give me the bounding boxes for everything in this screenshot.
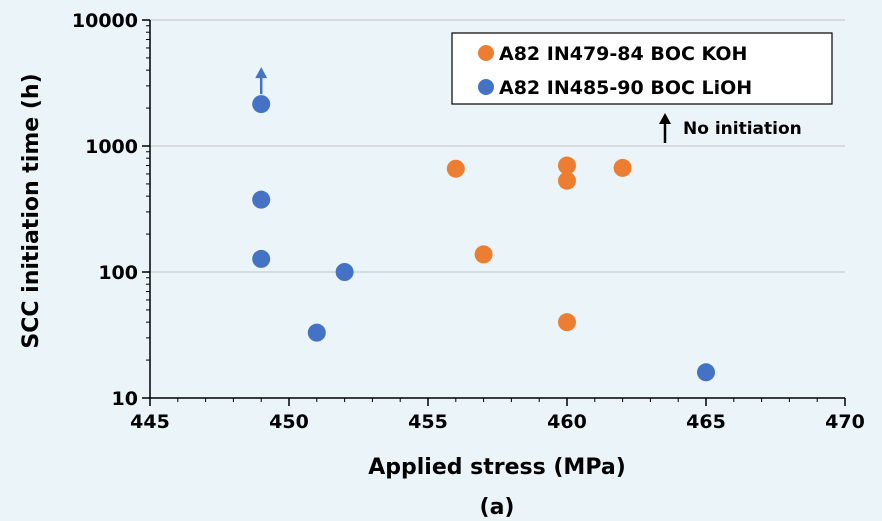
y-tick-label-3: 10000 xyxy=(72,10,138,32)
axes: 10 100 1000 10000 445 450 455 460 465 470 xyxy=(72,10,865,433)
data-point-series1-0 xyxy=(252,95,271,114)
x-tick-label-0: 445 xyxy=(130,411,170,433)
data-point-series0-0 xyxy=(446,159,465,178)
data-point-series1-4 xyxy=(335,263,354,281)
legend-label-lioh: A82 IN485-90 BOC LiOH xyxy=(499,77,752,99)
data-point-series1-3 xyxy=(307,323,326,342)
data-points xyxy=(252,67,715,382)
y-axis-title: SCC initiation time (h) xyxy=(19,73,44,348)
data-point-series0-2 xyxy=(558,156,576,175)
y-tick-label-0: 10 xyxy=(112,388,138,410)
y-tick-label-2: 1000 xyxy=(85,136,138,158)
data-point-series1-5 xyxy=(697,363,715,382)
legend-marker-koh xyxy=(478,45,494,61)
x-axis-title: Applied stress (MPa) xyxy=(368,455,626,480)
data-point-series0-5 xyxy=(613,158,632,177)
x-tick-label-1: 450 xyxy=(269,411,309,433)
no-initiation-arrowhead xyxy=(255,67,268,79)
data-point-series0-1 xyxy=(474,245,493,264)
x-tick-label-2: 455 xyxy=(408,411,448,433)
data-point-series0-3 xyxy=(558,171,576,190)
x-tick-label-3: 460 xyxy=(547,411,587,433)
legend-box xyxy=(451,32,833,105)
no-initiation-label: No initiation xyxy=(683,119,802,139)
x-tick-label-4: 465 xyxy=(686,411,726,433)
no-initiation-note: No initiation xyxy=(659,113,802,143)
legend-label-koh: A82 IN479-84 BOC KOH xyxy=(499,43,747,65)
y-tick-label-1: 100 xyxy=(98,262,138,284)
no-initiation-arrowhead-icon xyxy=(659,113,671,124)
data-point-series0-4 xyxy=(558,313,576,332)
figure-caption: (a) xyxy=(480,495,515,520)
x-tick-label-5: 470 xyxy=(825,411,865,433)
data-point-series1-2 xyxy=(252,249,271,268)
data-point-series1-1 xyxy=(252,190,271,209)
gridlines xyxy=(150,19,845,273)
legend: A82 IN479-84 BOC KOH A82 IN485-90 BOC Li… xyxy=(451,32,833,105)
legend-marker-lioh xyxy=(478,79,494,95)
